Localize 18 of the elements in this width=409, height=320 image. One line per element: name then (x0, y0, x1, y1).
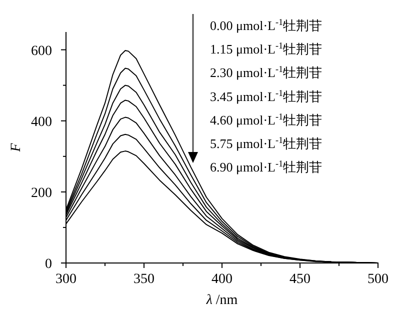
annotation: 6.90 μmol·L$^{-1}$牡荆苷 (210, 158, 322, 175)
x-axis-title: λ /nm (205, 293, 238, 308)
y-tick-label: 400 (31, 114, 52, 130)
x-tick-label: 350 (134, 272, 154, 287)
annotation: 0.00 μmol·L$^{-1}$牡荆苷 (210, 17, 322, 33)
annotation: 2.30 μmol·L$^{-1}$牡荆苷 (210, 64, 322, 80)
y-tick-label: 200 (31, 186, 52, 201)
x-tick-label: 500 (368, 272, 388, 287)
annotation: 5.75 μmol·L$^{-1}$牡荆苷 (210, 135, 322, 151)
x-tick-label: 400 (212, 272, 232, 287)
y-axis-title: F (9, 142, 24, 153)
annotation: 3.45 μmol·L$^{-1}$牡荆苷 (210, 88, 322, 104)
y-tick-label: 600 (31, 44, 52, 59)
x-tick-label: 300 (56, 272, 76, 287)
annotation: 4.60 μmol·L$^{-1}$牡荆苷 (210, 111, 322, 128)
y-tick-label: 0 (45, 257, 52, 272)
annotation: 1.15 μmol·L$^{-1}$牡荆苷 (210, 40, 322, 57)
x-tick-label: 450 (290, 272, 310, 287)
